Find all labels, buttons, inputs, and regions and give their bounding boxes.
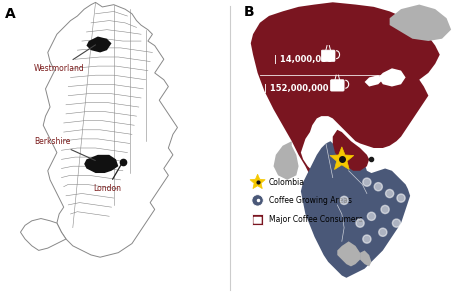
Circle shape bbox=[379, 228, 387, 236]
Circle shape bbox=[381, 205, 389, 214]
Circle shape bbox=[340, 196, 348, 205]
Polygon shape bbox=[84, 155, 118, 173]
Circle shape bbox=[252, 195, 263, 206]
Text: A: A bbox=[5, 7, 15, 21]
Polygon shape bbox=[20, 218, 66, 250]
Circle shape bbox=[397, 194, 405, 202]
Polygon shape bbox=[360, 250, 372, 266]
FancyBboxPatch shape bbox=[321, 50, 335, 62]
Circle shape bbox=[374, 183, 383, 191]
Polygon shape bbox=[273, 141, 299, 180]
Polygon shape bbox=[330, 147, 354, 170]
Polygon shape bbox=[390, 4, 451, 41]
Polygon shape bbox=[86, 36, 111, 52]
Text: Berkshire: Berkshire bbox=[34, 137, 95, 160]
Circle shape bbox=[363, 235, 371, 243]
Polygon shape bbox=[337, 241, 360, 266]
Circle shape bbox=[367, 212, 375, 221]
Polygon shape bbox=[333, 130, 369, 171]
Polygon shape bbox=[365, 75, 383, 86]
Text: Coffee Growing Areas: Coffee Growing Areas bbox=[269, 196, 352, 205]
Text: Colombia: Colombia bbox=[269, 178, 305, 187]
Circle shape bbox=[363, 178, 371, 186]
Polygon shape bbox=[43, 2, 177, 257]
Polygon shape bbox=[251, 2, 440, 175]
Text: London: London bbox=[93, 164, 121, 194]
Polygon shape bbox=[301, 141, 410, 278]
Text: Westmorland: Westmorland bbox=[34, 45, 95, 73]
FancyBboxPatch shape bbox=[330, 80, 344, 91]
Circle shape bbox=[385, 189, 394, 198]
Circle shape bbox=[392, 219, 401, 227]
Text: Major Coffee Consumers: Major Coffee Consumers bbox=[269, 215, 363, 224]
FancyBboxPatch shape bbox=[252, 214, 263, 226]
Text: | 14,000,000: | 14,000,000 bbox=[273, 55, 332, 64]
Text: B: B bbox=[244, 4, 255, 19]
Polygon shape bbox=[250, 174, 265, 189]
Text: | 152,000,000: | 152,000,000 bbox=[264, 84, 329, 93]
Polygon shape bbox=[378, 68, 406, 86]
FancyBboxPatch shape bbox=[254, 217, 262, 223]
Circle shape bbox=[356, 219, 364, 227]
